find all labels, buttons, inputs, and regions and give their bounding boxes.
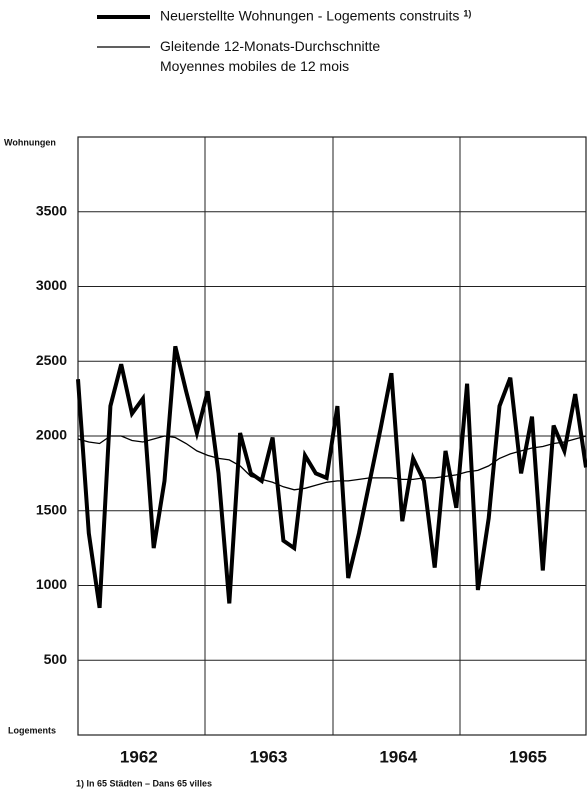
x-tick-label: 1965	[509, 747, 547, 766]
series-line	[77, 435, 587, 491]
legend-label: Neuerstellte Wohnungen - Logements const…	[160, 8, 459, 24]
legend-label: Gleitende 12-Monats-Durchschnitte Moyenne…	[160, 38, 380, 74]
footnote: 1) In 65 Städten – Dans 65 villes	[76, 778, 212, 788]
series-line	[76, 345, 587, 609]
y-tick-label: 3500	[36, 202, 67, 218]
x-tick-label: 1963	[250, 747, 288, 766]
y-tick-label: 2000	[36, 427, 67, 443]
y-tick-label: 2500	[36, 352, 67, 368]
footnote-mark: 1)	[463, 8, 471, 18]
y-tick-label: 500	[44, 651, 68, 667]
y-tick-label: 1500	[36, 501, 67, 517]
y-tick-label: 1000	[36, 576, 67, 592]
x-tick-label: 1964	[379, 747, 417, 766]
y-axis-label-top: Wohnungen	[4, 137, 56, 147]
y-tick-label: 3000	[36, 277, 67, 293]
x-tick-label: 1962	[120, 747, 158, 766]
y-axis-label-bottom: Logements	[8, 725, 56, 735]
